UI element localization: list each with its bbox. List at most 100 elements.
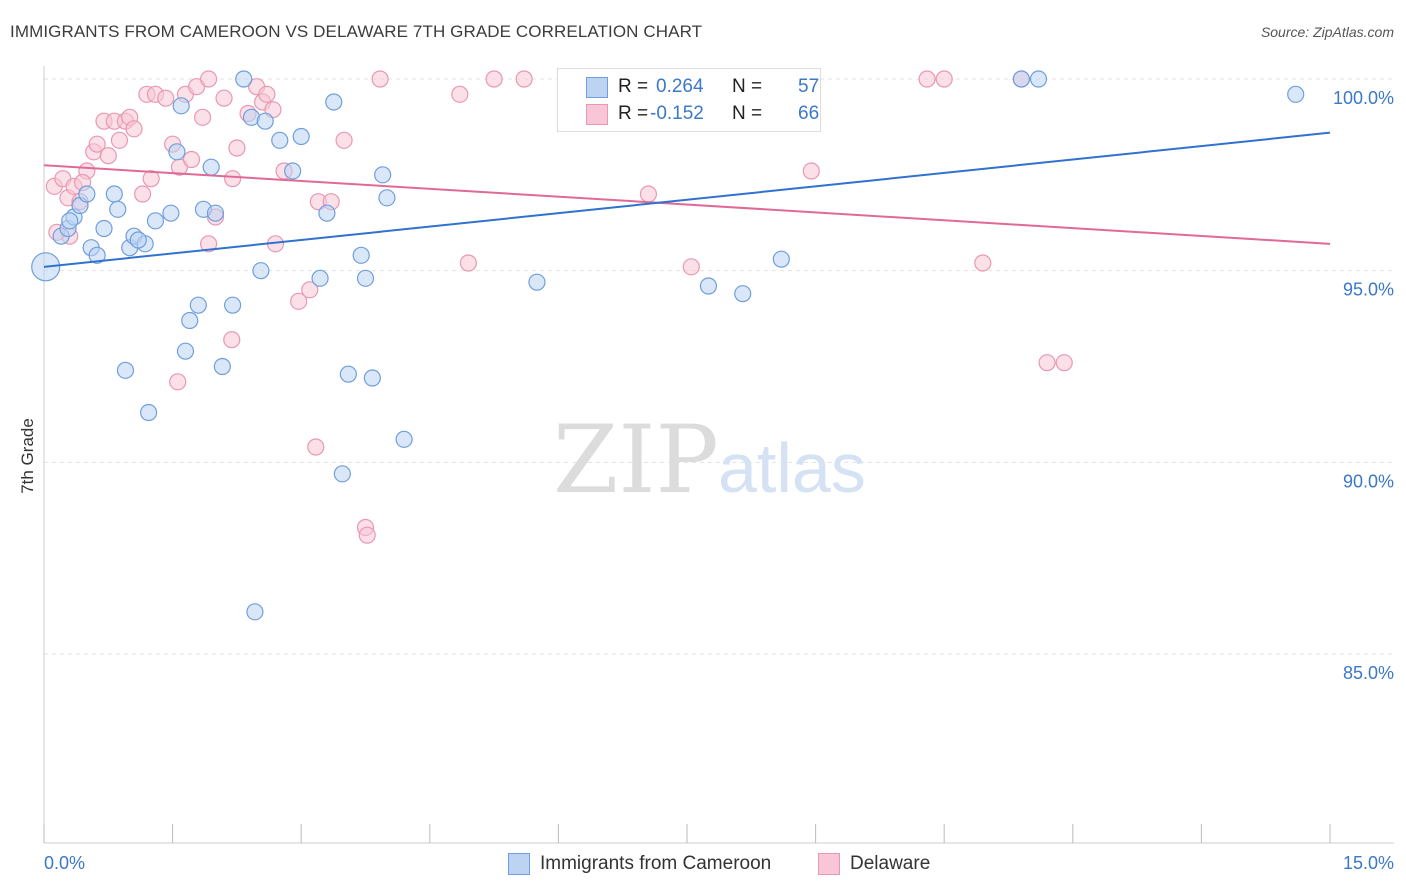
delaware-point <box>228 139 246 157</box>
cameroon-point <box>206 204 225 222</box>
grid-lines <box>44 78 1394 655</box>
cameroon-point <box>162 204 180 222</box>
delaware-points <box>45 70 1073 544</box>
cameroon-point <box>374 166 392 184</box>
cameroon-point <box>146 212 165 230</box>
delaware-point <box>157 89 175 107</box>
cameroon-points <box>31 70 1305 621</box>
cameroon-point <box>105 185 123 203</box>
legend-r-value-cameroon: 0.264 <box>656 76 704 97</box>
cameroon-point <box>333 465 351 483</box>
cameroon-point <box>734 285 752 303</box>
y-tick-label: 100.0% <box>1333 88 1394 108</box>
legend-n-value-cameroon: 57 <box>798 76 820 97</box>
delaware-point <box>307 438 325 456</box>
delaware-point <box>223 331 241 349</box>
delaware-point <box>802 162 820 180</box>
delaware-point <box>224 170 242 188</box>
cameroon-point <box>325 93 343 111</box>
chart-source: Source: ZipAtlas.com <box>1260 24 1394 40</box>
cameroon-point <box>246 603 264 621</box>
y-tick-label: 95.0% <box>1343 280 1394 300</box>
chart-title: IMMIGRANTS FROM CAMEROON VS DELAWARE 7TH… <box>10 22 703 41</box>
delaware-point <box>974 254 992 272</box>
delaware-point <box>142 170 160 188</box>
delaware-point <box>935 70 953 88</box>
cameroon-point <box>772 250 790 268</box>
delaware-point <box>200 235 218 253</box>
bottom-legend-swatch-delaware <box>818 853 840 875</box>
delaware-point <box>169 373 187 391</box>
legend-swatch-cameroon <box>586 77 608 98</box>
y-tick-label: 85.0% <box>1343 663 1394 683</box>
legend-n-value-delaware: 66 <box>798 103 820 124</box>
cameroon-point <box>1029 70 1048 88</box>
delaware-point <box>125 120 143 138</box>
cameroon-trend-line <box>43 131 1331 268</box>
cameroon-point <box>202 158 220 176</box>
cameroon-point <box>292 127 310 146</box>
legend-n-label: N = <box>732 76 763 97</box>
delaware-point <box>451 85 469 103</box>
delaware-point <box>110 131 129 149</box>
legend-r-label: R = <box>618 103 649 124</box>
trend-lines <box>43 131 1331 268</box>
y-tick-labels: 85.0% 90.0% 95.0% 100.0% <box>1333 88 1394 683</box>
delaware-point <box>639 185 658 203</box>
cameroon-point <box>378 189 396 207</box>
delaware-point <box>182 150 201 169</box>
cameroon-point <box>213 357 231 376</box>
delaware-point <box>200 70 218 88</box>
cameroon-point <box>699 277 718 295</box>
cameroon-point <box>109 200 127 218</box>
delaware-point <box>99 147 117 165</box>
cameroon-point <box>168 143 186 161</box>
cameroon-point <box>252 262 270 280</box>
cameroon-point <box>181 311 199 330</box>
legend-r-label: R = <box>618 76 649 97</box>
delaware-trend-line <box>43 164 1331 245</box>
delaware-point <box>1038 354 1056 372</box>
cameroon-point <box>352 246 370 264</box>
cameroon-point <box>339 365 357 383</box>
cameroon-point <box>189 296 207 314</box>
bottom-legend-label-cameroon: Immigrants from Cameroon <box>540 853 772 874</box>
cameroon-point <box>284 162 302 180</box>
delaware-point <box>215 89 233 107</box>
watermark-atlas: atlas <box>718 429 866 507</box>
delaware-point <box>133 185 152 203</box>
cameroon-point <box>61 212 79 230</box>
cameroon-point <box>172 97 190 115</box>
delaware-point <box>918 70 936 88</box>
legend-swatch-delaware <box>586 104 608 125</box>
cameroon-point <box>1287 85 1305 103</box>
watermark-zip: ZIP <box>553 406 719 515</box>
watermark: ZIP atlas <box>553 406 866 515</box>
x-tick-label-max: 15.0% <box>1343 853 1394 873</box>
delaware-point <box>515 70 533 88</box>
legend-r-value-delaware: -0.152 <box>650 103 704 124</box>
delaware-point <box>682 258 700 276</box>
cameroon-point <box>176 342 195 360</box>
cameroon-point <box>271 131 289 149</box>
delaware-point <box>88 135 106 153</box>
cameroon-point <box>256 112 274 130</box>
cameroon-point <box>139 403 158 422</box>
bottom-legend-label-delaware: Delaware <box>850 853 931 874</box>
cameroon-point <box>95 219 113 238</box>
cameroon-point <box>318 204 336 222</box>
delaware-point <box>485 70 503 88</box>
delaware-point <box>335 131 353 149</box>
delaware-point <box>258 85 276 103</box>
cameroon-point <box>224 296 242 314</box>
delaware-point <box>459 254 477 272</box>
cameroon-point <box>1012 70 1030 88</box>
delaware-point <box>358 526 376 544</box>
bottom-legend-swatch-cameroon <box>508 853 530 875</box>
cameroon-point <box>116 361 135 379</box>
cameroon-point <box>356 269 375 287</box>
legend-n-label: N = <box>732 103 763 124</box>
cameroon-point <box>88 246 106 264</box>
delaware-point <box>301 281 319 299</box>
